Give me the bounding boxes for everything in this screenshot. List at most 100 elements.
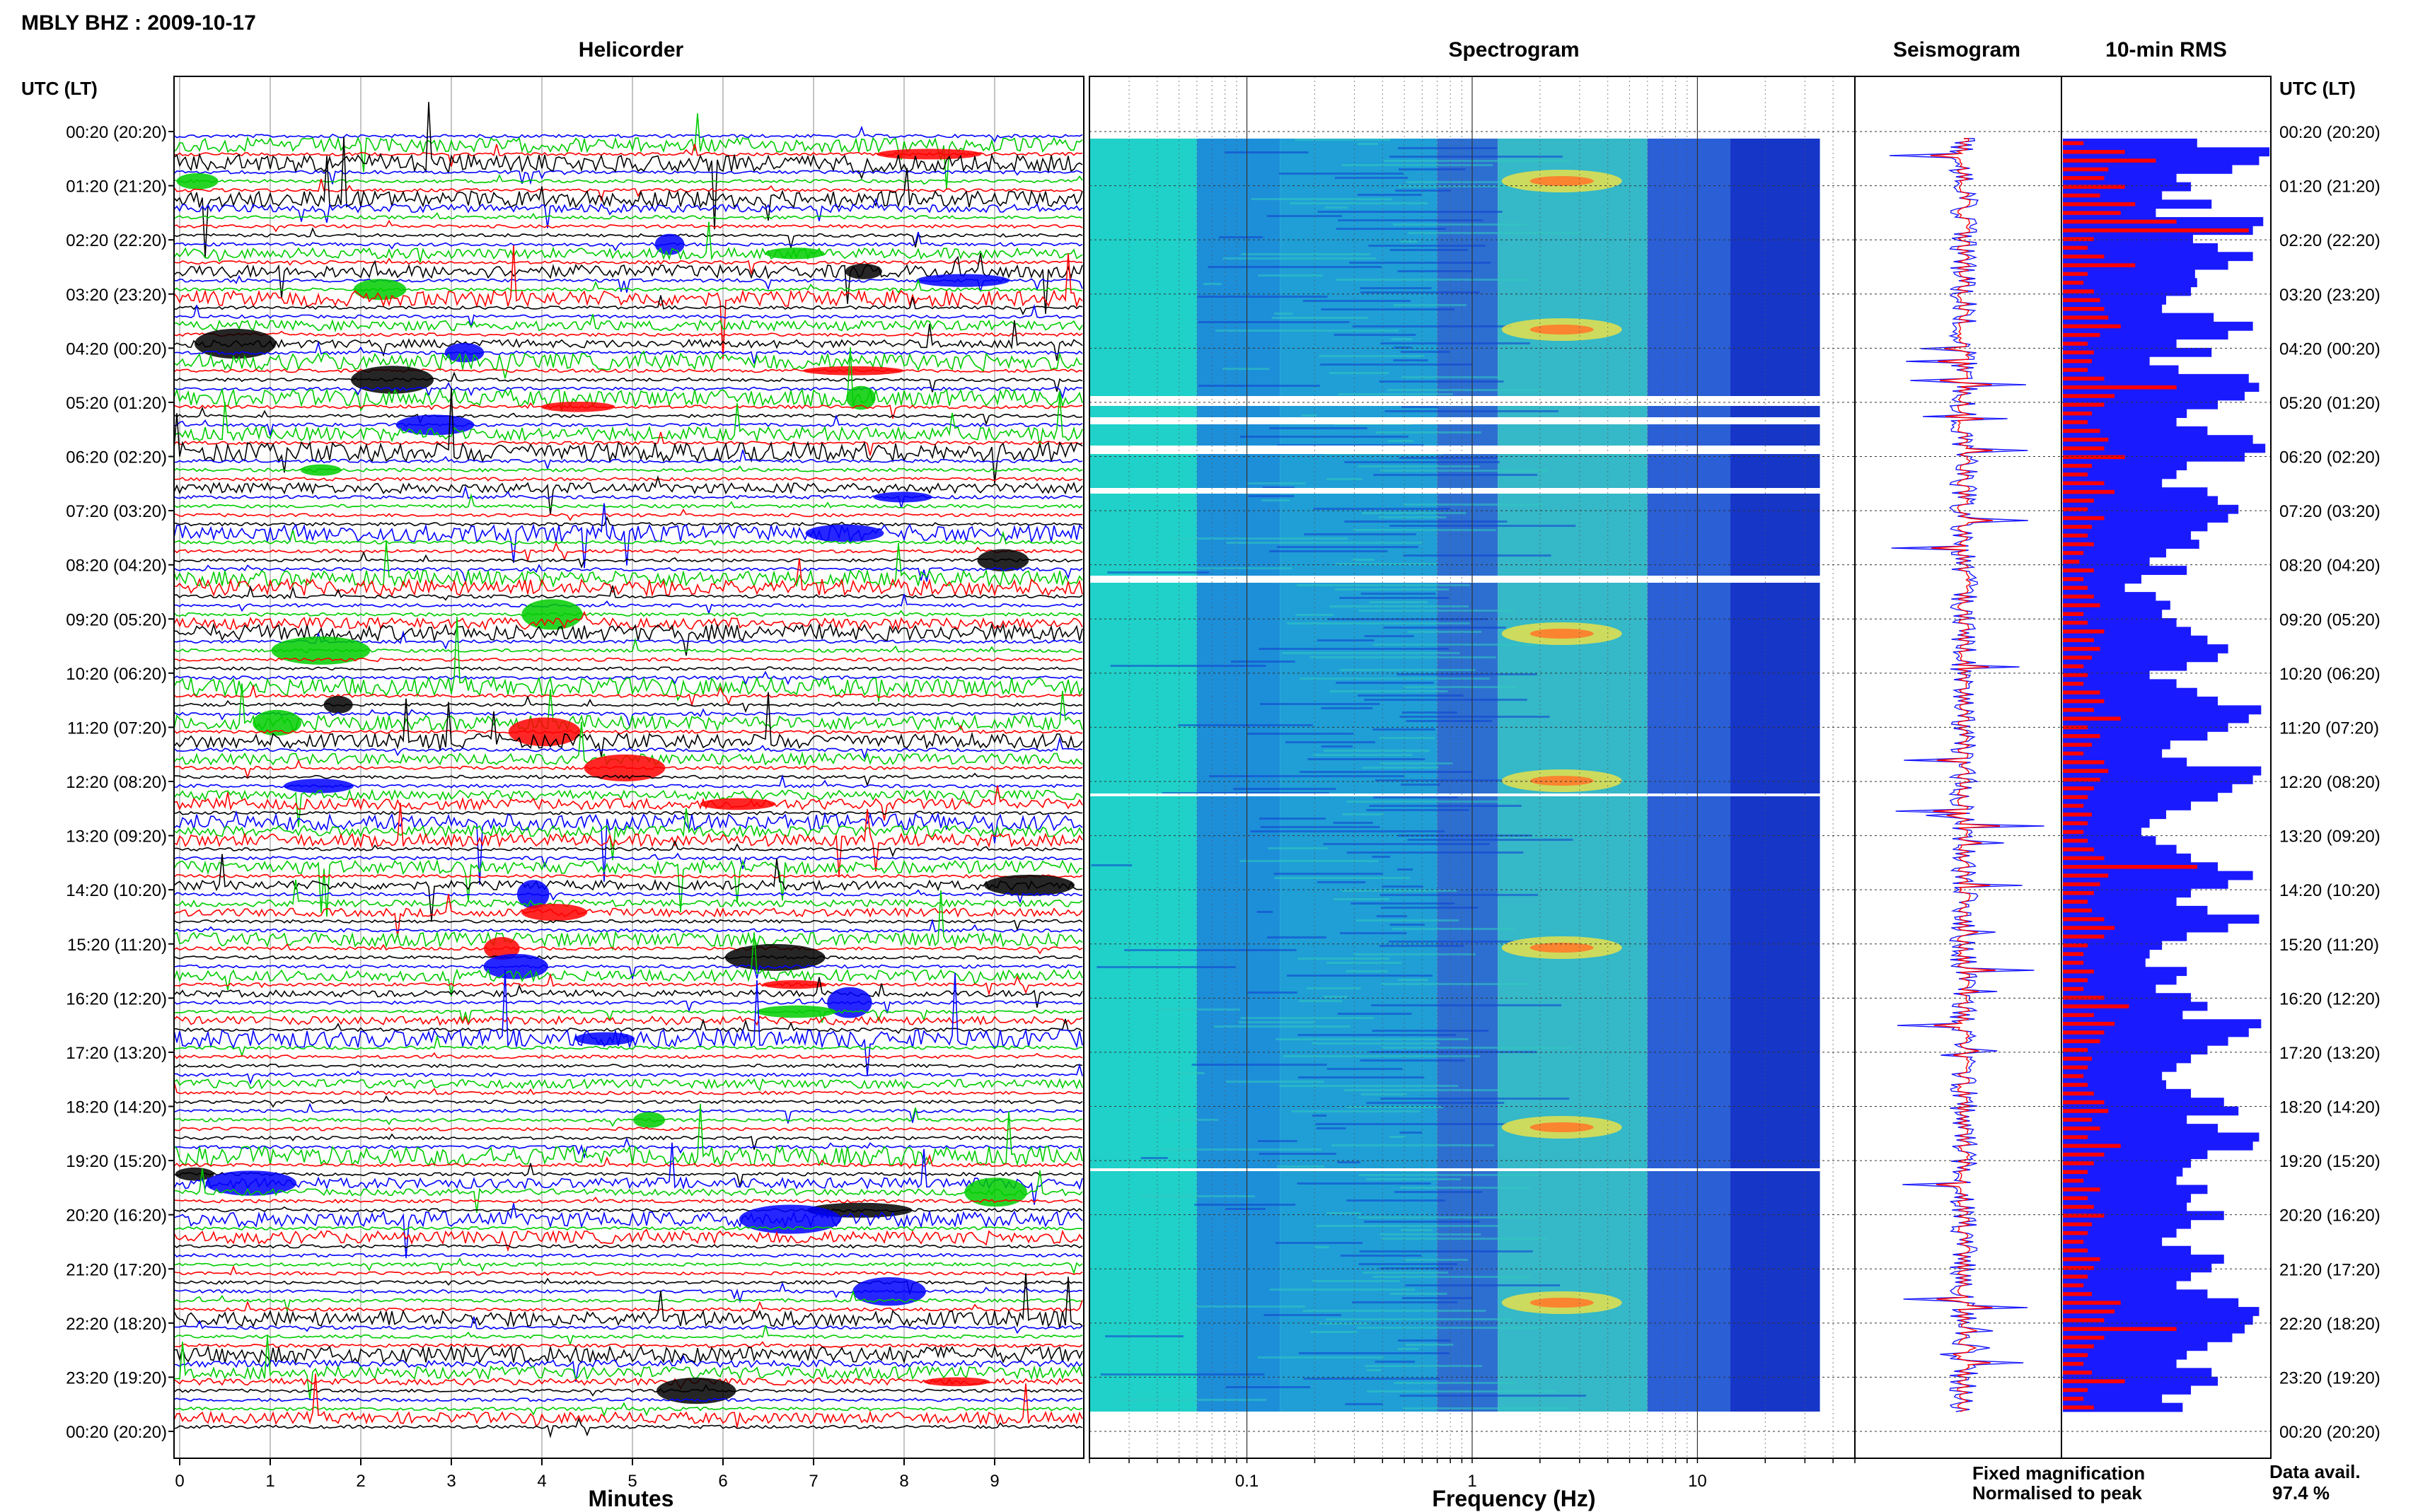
spectrogram-texture xyxy=(1251,198,1392,200)
helicorder-tick-label: 0 xyxy=(175,1472,184,1491)
spectrogram-texture xyxy=(1360,287,1432,289)
helicorder-trace xyxy=(173,1078,1083,1092)
helicorder-trace xyxy=(173,1063,1083,1069)
rms-normalised-bar xyxy=(2063,211,2121,215)
rms-normalised-bar xyxy=(2063,690,2100,694)
rms-normalised-bar xyxy=(2063,716,2121,721)
rms-normalised-bar xyxy=(2063,429,2100,434)
spectrogram-texture xyxy=(1208,775,1405,777)
spectrogram-texture xyxy=(1334,588,1450,591)
spectrogram-texture xyxy=(1379,894,1539,896)
helicorder-trace xyxy=(173,1203,1083,1259)
time-label-right: 12:20 (08:20) xyxy=(2279,773,2381,792)
spectrogram-texture xyxy=(1334,177,1408,179)
rms-fixed-bar xyxy=(2063,810,2166,820)
rms-normalised-bar xyxy=(2063,1266,2094,1270)
rms-normalised-bar xyxy=(2063,411,2092,416)
rms-normalised-bar xyxy=(2063,437,2109,442)
helicorder-trace xyxy=(173,692,1083,757)
helicorder-tick-label: 2 xyxy=(356,1472,365,1491)
spectrogram-texture xyxy=(1393,223,1527,226)
helicorder-event xyxy=(271,636,371,665)
helicorder-trace xyxy=(173,1325,1083,1347)
rms-fixed-bar xyxy=(2063,1001,2208,1011)
helicorder-trace xyxy=(173,666,1083,671)
helicorder-trace xyxy=(173,1196,1083,1204)
helicorder-trace xyxy=(173,1034,1083,1058)
helicorder-event xyxy=(323,696,353,714)
helicorder-trace xyxy=(173,695,1083,714)
spectrogram-texture xyxy=(1363,1272,1449,1274)
spectrogram-texture xyxy=(1399,168,1466,170)
spectrogram-texture xyxy=(1176,1072,1205,1074)
rms-normalised-bar xyxy=(2063,350,2094,355)
time-label-left: 11:20 (07:20) xyxy=(67,719,167,738)
spectrogram-texture xyxy=(1346,801,1518,803)
spectrogram-texture xyxy=(1277,1165,1325,1168)
helicorder-trace xyxy=(173,977,1083,1008)
legend-normalised: Normalised to peak xyxy=(1972,1482,2142,1504)
helicorder-trace xyxy=(173,1354,1083,1382)
spectrogram-texture xyxy=(1358,694,1464,697)
spectrogram-texture xyxy=(1329,605,1469,607)
spectrogram-texture xyxy=(1369,601,1428,603)
spectrogram-texture xyxy=(1379,762,1453,764)
rms-fixed-bar xyxy=(2063,836,2156,846)
spectrogram-texture xyxy=(1194,1204,1296,1206)
rms-normalised-bar xyxy=(2063,699,2105,704)
rms-fixed-bar xyxy=(2063,1307,2260,1316)
time-label-left: 06:20 (02:20) xyxy=(66,448,167,467)
rms-fixed-bar xyxy=(2063,766,2262,776)
spectrogram-texture xyxy=(1389,1136,1405,1138)
helicorder-trace xyxy=(173,1142,1083,1205)
rms-normalised-bar xyxy=(2063,1335,2105,1340)
rms-normalised-bar xyxy=(2063,1257,2100,1262)
spectrogram-texture xyxy=(1383,160,1570,162)
rms-normalised-bar xyxy=(2063,1353,2088,1357)
helicorder-trace xyxy=(173,1137,1083,1160)
rms-fixed-bar xyxy=(2063,1289,2208,1299)
helicorder-trace xyxy=(173,541,1083,588)
rms-fixed-bar xyxy=(2063,487,2208,496)
helicorder-event xyxy=(584,754,666,781)
time-label-right: 11:20 (07:20) xyxy=(2279,719,2379,738)
spectrogram-texture xyxy=(1366,1369,1382,1371)
rms-fixed-bar xyxy=(2063,801,2192,810)
helicorder-trace xyxy=(173,1281,1083,1304)
helicorder-event xyxy=(700,798,776,810)
rms-fixed-bar xyxy=(2063,757,2187,767)
spectrogram-texture xyxy=(1302,414,1317,417)
spectrogram-texture xyxy=(1315,1123,1507,1125)
helicorder-trace xyxy=(173,1373,1083,1428)
helicorder-trace xyxy=(173,219,1083,233)
rms-normalised-bar xyxy=(2063,1135,2088,1139)
rms-normalised-bar xyxy=(2063,402,2105,407)
spectrogram-texture xyxy=(1117,1399,1267,1401)
rms-normalised-bar xyxy=(2063,725,2088,730)
spectrogram-texture xyxy=(1262,487,1295,489)
rms-fixed-bar xyxy=(2063,530,2192,540)
rms-normalised-bar xyxy=(2063,995,2105,1000)
time-label-right: 15:20 (11:20) xyxy=(2279,936,2379,955)
rms-normalised-bar xyxy=(2063,960,2084,965)
spectrogram-texture xyxy=(1271,317,1368,319)
rms-normalised-bar xyxy=(2063,682,2084,686)
spectrogram-band xyxy=(1089,139,1197,1412)
rms-normalised-bar xyxy=(2063,1301,2121,1305)
spectrogram-texture xyxy=(1226,542,1423,544)
rms-fixed-bar xyxy=(2063,784,2233,793)
helicorder-trace xyxy=(173,1341,1083,1349)
time-label-right: 21:20 (17:20) xyxy=(2279,1260,2381,1279)
helicorder-trace xyxy=(173,1384,1083,1397)
helicorder-trace xyxy=(173,550,1083,569)
rms-normalised-bar xyxy=(2063,751,2084,756)
rms-normalised-bar xyxy=(2063,1013,2094,1018)
spectrogram-texture xyxy=(1389,249,1468,251)
rms-normalised-bar xyxy=(2063,769,2109,773)
rms-normalised-bar xyxy=(2063,342,2088,346)
spectrogram-texture xyxy=(1317,639,1375,641)
spectrogram-texture xyxy=(1403,504,1543,506)
rms-fixed-bar xyxy=(2063,269,2195,279)
rms-fixed-bar xyxy=(2063,548,2166,558)
spectrogram-texture xyxy=(1259,818,1326,820)
